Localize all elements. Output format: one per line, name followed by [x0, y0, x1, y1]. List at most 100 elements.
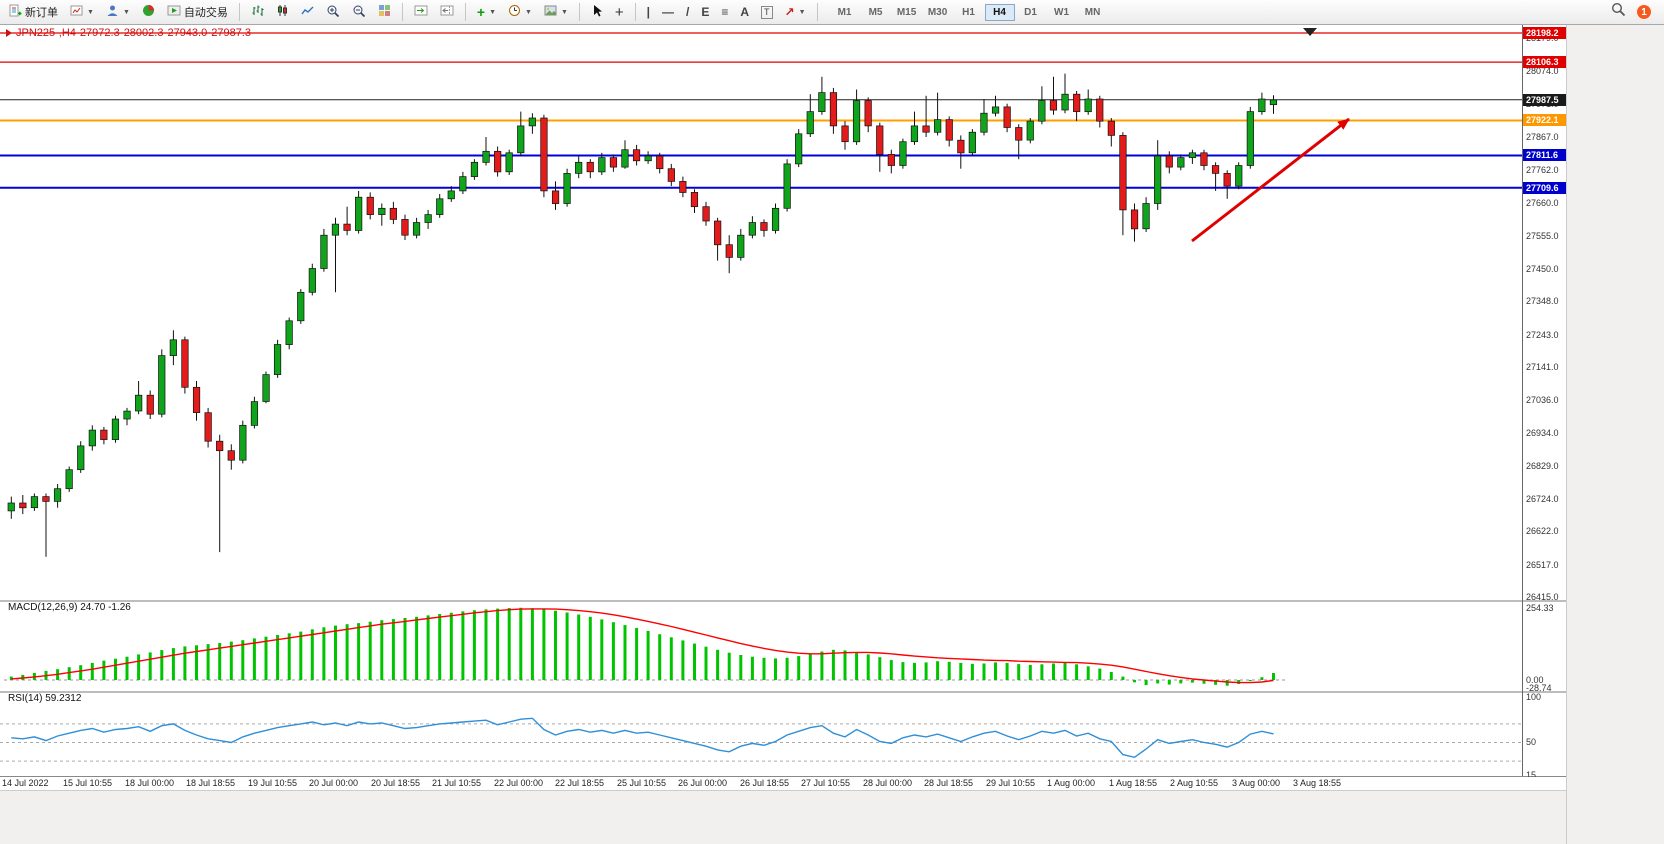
search-icon[interactable] [1611, 2, 1626, 22]
trendline-tool-button[interactable]: / [681, 1, 694, 23]
timeframe-w1[interactable]: W1 [1054, 6, 1070, 18]
annotation-arrow[interactable] [1191, 117, 1350, 243]
text-tool-icon: A [740, 5, 750, 19]
label-tool-button[interactable]: T [756, 1, 778, 23]
timeframe-h4[interactable]: H4 [984, 3, 1015, 21]
vertical-line-icon: | [646, 5, 650, 19]
rsi-axis-tick: 50 [1526, 737, 1537, 747]
time-label: 28 Jul 00:00 [863, 778, 913, 788]
candlestick-chart-button[interactable] [271, 1, 294, 23]
chart-symbol-period: JPN225-,H4 [16, 27, 76, 39]
chart-shift-marker[interactable] [1303, 28, 1317, 36]
macd-pane [4, 607, 1285, 686]
bar-chart-button[interactable] [246, 1, 269, 23]
crosshair-tool-button[interactable]: + [610, 1, 629, 23]
fibonacci-tool-button[interactable]: E [696, 1, 714, 23]
macd-label: MACD(12,26,9) 24.70 -1.26 [8, 602, 131, 613]
price-tick: 26517.0 [1526, 560, 1559, 570]
vertical-line-tool-button[interactable]: | [642, 1, 655, 23]
autotrade-label: 自动交易 [183, 7, 228, 19]
new-order-button[interactable]: 新订单 [4, 1, 63, 23]
symbol-marker-icon [6, 29, 12, 37]
cycle-lines-tool-button[interactable]: ≡ [716, 1, 733, 23]
timeframe-m5[interactable]: M5 [868, 6, 883, 18]
ohlc-close: 27987.3 [211, 27, 251, 39]
price-axis[interactable]: 28179.028074.027971.027867.027762.027660… [1523, 0, 1566, 790]
time-label: 27 Jul 10:55 [801, 778, 851, 788]
indicators-add-icon: + [476, 4, 486, 20]
macd-pane-separator[interactable] [0, 600, 1566, 602]
time-label: 20 Jul 18:55 [371, 778, 421, 788]
toolbar-separator [816, 3, 818, 21]
market-watch-icon [142, 4, 155, 20]
macd-name: MACD(12,26,9) [8, 602, 78, 613]
time-label: 3 Aug 00:00 [1232, 778, 1281, 788]
autoscroll-button[interactable] [409, 1, 433, 23]
rsi-pane [0, 717, 1522, 762]
macd-axis-tick: 254.33 [1526, 603, 1554, 613]
timeframe-group: M1 M5 M15 M30 H1 H4 D1 W1 MN [830, 3, 1108, 21]
line-chart-button[interactable] [296, 1, 319, 23]
price-tick: 27036.0 [1526, 395, 1559, 405]
price-tick: 26934.0 [1526, 428, 1559, 438]
price-badge-28106.3: 28106.3 [1523, 56, 1566, 68]
market-watch-button[interactable] [137, 1, 160, 23]
ohlc-low: 27943.0 [167, 27, 208, 39]
price-tick: 26724.0 [1526, 494, 1559, 504]
price-tick: 27660.0 [1526, 198, 1559, 208]
price-tick: 26415.0 [1526, 592, 1559, 602]
notification-badge[interactable]: 1 [1636, 4, 1652, 20]
new-order-label: 新订单 [25, 7, 58, 19]
price-tick: 27867.0 [1526, 132, 1559, 142]
rsi-value: 59.2312 [45, 693, 82, 704]
time-label: 3 Aug 18:55 [1293, 778, 1342, 788]
rsi-label: RSI(14) 59.2312 [8, 693, 81, 704]
tile-windows-icon [378, 4, 391, 20]
fibonacci-icon: E [701, 5, 710, 19]
price-tick: 28074.0 [1526, 66, 1559, 76]
chevron-down-icon: ▼ [87, 8, 94, 16]
timeframe-mn[interactable]: MN [1084, 6, 1101, 18]
timeframe-m30[interactable]: M30 [927, 6, 948, 18]
time-label: 26 Jul 00:00 [678, 778, 728, 788]
time-axis-separator [0, 776, 1566, 777]
autotrade-button[interactable]: 自动交易 [162, 1, 233, 23]
price-tick: 27555.0 [1526, 231, 1559, 241]
new-chart-button[interactable]: ▼ [65, 1, 99, 23]
zoom-out-button[interactable] [347, 1, 371, 23]
time-label: 22 Jul 18:55 [555, 778, 605, 788]
timeframe-m1[interactable]: M1 [837, 6, 852, 18]
tile-windows-button[interactable] [373, 1, 396, 23]
arrows-tool-button[interactable]: ↗ ▼ [780, 1, 811, 23]
time-axis[interactable]: 14 Jul 2022 15 Jul 10:55 18 Jul 00:00 18 Ju… [0, 777, 1566, 790]
toolbar-separator [634, 3, 636, 21]
cursor-tool-button[interactable] [586, 1, 608, 23]
horizontal-line-tool-button[interactable]: — [657, 1, 679, 23]
price-axis-border [1522, 25, 1523, 776]
crosshair-icon: + [614, 3, 624, 21]
rsi-name: RSI(14) [8, 693, 43, 704]
profiles-button[interactable]: ▼ [101, 1, 135, 23]
zoom-in-button[interactable] [321, 1, 345, 23]
indicators-add-button[interactable]: + ▼ [472, 1, 501, 23]
price-tick: 27243.0 [1526, 330, 1559, 340]
time-label: 28 Jul 18:55 [924, 778, 974, 788]
timeframe-h1[interactable]: H1 [962, 6, 975, 18]
time-label: 29 Jul 10:55 [986, 778, 1036, 788]
templates-button[interactable]: ▼ [539, 1, 573, 23]
chart-canvas[interactable] [0, 0, 1522, 790]
chart-shift-button[interactable] [435, 1, 459, 23]
time-label: 1 Aug 00:00 [1047, 778, 1096, 788]
chevron-down-icon: ▼ [798, 8, 806, 16]
autotrade-icon [167, 4, 181, 20]
time-label: 26 Jul 18:55 [740, 778, 790, 788]
rsi-pane-separator[interactable] [0, 691, 1566, 693]
price-badge-27922.1: 27922.1 [1523, 114, 1566, 126]
horizontal-line-icon: — [662, 5, 674, 19]
timeframe-m15[interactable]: M15 [896, 6, 917, 18]
periods-button[interactable]: ▼ [503, 1, 537, 23]
candlestick-chart-icon [276, 4, 289, 20]
timeframe-d1[interactable]: D1 [1024, 6, 1037, 18]
toolbar-separator [578, 3, 580, 21]
text-tool-button[interactable]: A [735, 1, 754, 23]
